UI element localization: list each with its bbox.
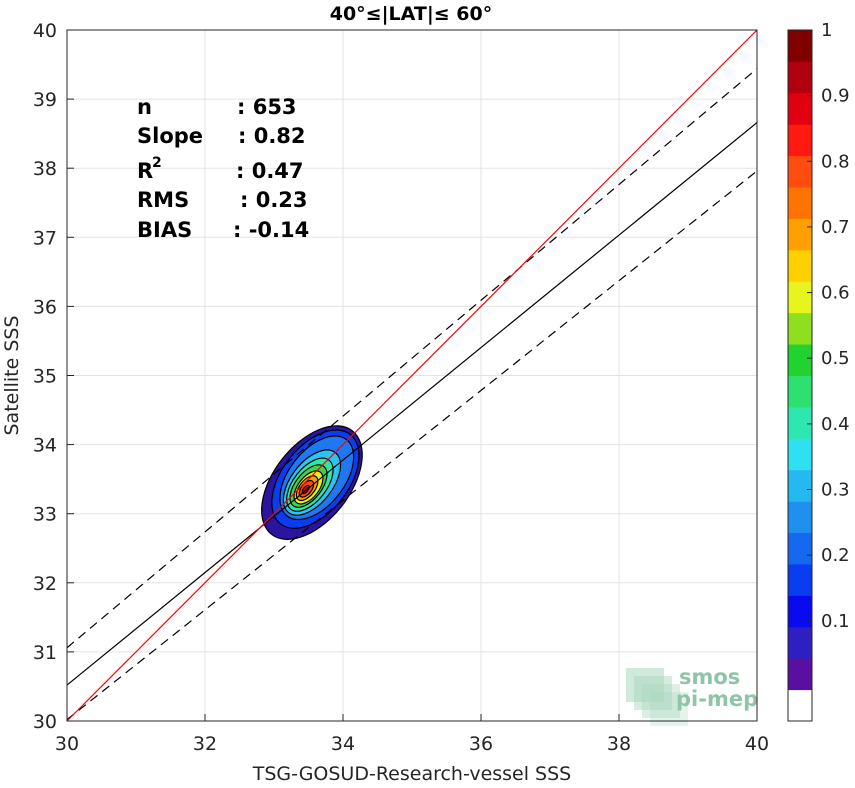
stat-label: R: [137, 159, 153, 183]
logo-shape: [642, 684, 680, 718]
colorbar-tick-label: 0.5: [821, 348, 850, 369]
stat-value: : -0.14: [233, 218, 309, 242]
colorbar-segment: [788, 124, 812, 157]
stat-value: : 0.47: [236, 159, 304, 183]
stat-value: : 0.23: [240, 188, 308, 212]
logo-shape: [634, 676, 672, 710]
logo-text-smos: smos: [679, 665, 740, 689]
x-tick-label: 30: [55, 733, 79, 755]
colorbar-tick-label: 0.6: [821, 283, 850, 304]
x-tick-label: 40: [745, 733, 769, 755]
chart-title: 40°≤|LAT|≤ 60°: [330, 3, 493, 25]
colorbar-segment: [788, 155, 812, 188]
logo-shape: [650, 692, 688, 726]
stat-label: BIAS: [137, 218, 192, 242]
x-tick-label: 34: [331, 733, 355, 755]
stat-label: n: [137, 95, 152, 119]
regression-line: [66, 122, 758, 686]
colorbar-tick-label: 0.7: [821, 217, 850, 238]
stat-label: RMS: [137, 188, 189, 212]
x-tick-label: 32: [193, 733, 217, 755]
colorbar-segment: [788, 658, 812, 691]
upper-bound-line: [66, 68, 758, 649]
y-tick-label: 31: [33, 642, 57, 664]
colorbar-segment: [788, 626, 812, 659]
y-tick-label: 40: [33, 20, 57, 42]
x-tick-label: 36: [469, 733, 493, 755]
colorbar-segment: [788, 501, 812, 534]
y-tick-label: 36: [33, 296, 57, 318]
y-tick-label: 34: [33, 435, 57, 457]
density-contours: [261, 425, 363, 540]
colorbar-tick-label: 0.1: [821, 611, 850, 632]
colorbar-segment: [788, 595, 812, 628]
colorbar-tick-label: 0.9: [821, 86, 850, 107]
logo-text-pi-mep: pi-mep: [676, 687, 758, 711]
colorbar-segment: [788, 406, 812, 439]
colorbar-segment: [788, 312, 812, 345]
y-tick-label: 35: [33, 366, 57, 388]
colorbar-tick-label: 0.3: [821, 480, 850, 501]
y-tick-label: 39: [33, 89, 57, 111]
colorbar-segment: [788, 469, 812, 502]
colorbar-tick-label: 0.4: [821, 414, 850, 435]
stat-value: : 0.82: [238, 124, 306, 148]
colorbar-tick-label: 1: [821, 20, 832, 41]
colorbar-tick-label: 0.2: [821, 545, 850, 566]
colorbar-segment: [788, 249, 812, 282]
colorbar-segment: [788, 30, 812, 62]
colorbar-segment: [788, 438, 812, 471]
colorbar: 0.1 0.2 0.3 0.4 0.5 0.6 0.7 0.8 0.9 1: [787, 20, 850, 722]
colorbar-segment: [788, 689, 812, 722]
y-tick-label: 30: [33, 711, 57, 733]
colorbar-segment: [788, 563, 812, 596]
y-tick-label: 32: [33, 573, 57, 595]
x-tick-label: 38: [607, 733, 631, 755]
colorbar-segment: [788, 61, 812, 94]
lower-bound-line: [66, 170, 758, 721]
colorbar-segment: [788, 187, 812, 219]
colorbar-segment: [788, 281, 812, 314]
y-tick-label: 37: [33, 227, 57, 249]
colorbar-segment: [788, 532, 812, 565]
y-axis-ticks: 30 31 32 33 34 35 36 37 38 39 40: [33, 20, 74, 733]
stats-box: n : 653 Slope : 0.82 R2 : 0.47 RMS : 0.23 BIAS : …: [137, 95, 309, 242]
y-tick-label: 33: [33, 504, 57, 526]
colorbar-segment: [788, 218, 812, 251]
y-axis-label: Satellite SSS: [1, 315, 23, 435]
logo-shape: [626, 668, 664, 702]
x-axis-ticks: 30 32 34 36 38 40: [55, 714, 769, 755]
stat-label-superscript: 2: [152, 155, 162, 171]
x-axis-label: TSG-GOSUD-Research-vessel SSS: [252, 763, 572, 784]
one-to-one-line: [66, 29, 758, 722]
fit-lines: [66, 29, 758, 722]
colorbar-segment: [788, 92, 812, 125]
colorbar-tick-label: 0.8: [821, 151, 850, 172]
colorbar-segment: [788, 344, 812, 376]
stat-value: : 653: [237, 95, 297, 119]
stat-label: Slope: [137, 124, 203, 148]
colorbar-segment: [788, 375, 812, 408]
y-tick-label: 38: [33, 158, 57, 180]
colorbar-frame: [787, 29, 813, 722]
